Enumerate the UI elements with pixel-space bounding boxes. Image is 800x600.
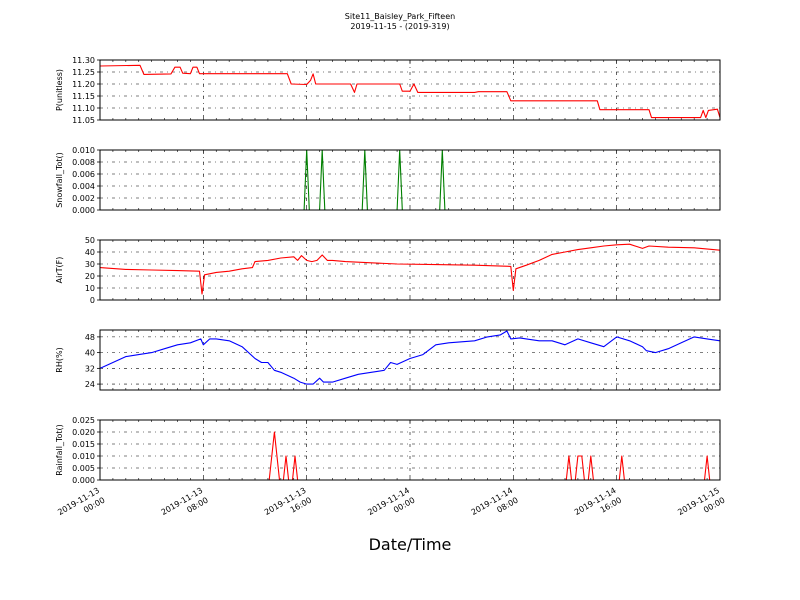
y-tick-label: 0.000 — [72, 206, 95, 215]
series-line-airt — [99, 243, 721, 295]
series-line-pressure — [99, 64, 721, 119]
panel-pressure: 11.30 11.25 11.20 11.15 11.10 11.05 P(unitless… — [55, 56, 721, 125]
y-tick-label: 20 — [85, 272, 95, 281]
y-tick-label: 0.006 — [72, 170, 95, 179]
y-tick-label: 0.010 — [72, 452, 95, 461]
y-tick-label: 0 — [90, 296, 95, 305]
panel-frame — [99, 419, 721, 481]
y-tick-label: 0.005 — [72, 464, 95, 473]
y-tick-label: 10 — [85, 284, 95, 293]
y-tick-label: 40 — [85, 349, 95, 358]
panel-frame — [99, 59, 721, 121]
x-tick-label: 2019-11-1500:00 — [676, 486, 726, 527]
x-tick-label: 2019-11-1308:00 — [160, 486, 210, 527]
y-tick-label: 11.25 — [72, 68, 95, 77]
y-tick-label: 11.05 — [72, 116, 95, 125]
panel-frame — [99, 239, 721, 301]
y-tick-label: 40 — [85, 248, 95, 257]
y-axis-label: Snowfall_Tot() — [55, 152, 64, 208]
chart-title: Site11_Baisley_Park_Fifteen — [345, 12, 455, 21]
x-tick-label: 2019-11-1400:00 — [366, 486, 416, 527]
x-tick-label: 2019-11-1416:00 — [573, 486, 623, 527]
y-tick-label: 11.15 — [72, 92, 95, 101]
y-tick-label: 0.025 — [72, 416, 95, 425]
y-tick-label: 30 — [85, 260, 95, 269]
panel-snowfall: 0.010 0.008 0.006 0.004 0.002 0.000 Snowfall_T… — [55, 146, 721, 215]
x-tick-label: 2019-11-1316:00 — [263, 486, 313, 527]
y-tick-label: 48 — [85, 333, 95, 342]
panel-rainfall: 0.025 0.020 0.015 0.010 0.005 0.000 Rainfall_T… — [55, 416, 721, 485]
y-tick-label: 0.004 — [72, 182, 95, 191]
y-tick-label: 11.30 — [72, 56, 95, 65]
y-tick-label: 11.10 — [72, 104, 95, 113]
y-axis-label: Rainfall_Tot() — [55, 424, 64, 476]
y-tick-label: 50 — [85, 236, 95, 245]
y-tick-label: 0.000 — [72, 476, 95, 485]
y-axis-label: AirT(F) — [55, 257, 64, 284]
panel-frame — [99, 329, 721, 391]
y-tick-label: 0.008 — [72, 158, 95, 167]
panel-rh: 48 40 32 24 RH(%) — [55, 329, 721, 391]
y-tick-label: 0.020 — [72, 428, 95, 437]
y-tick-label: 24 — [85, 380, 95, 389]
panel-airt: 50 40 30 20 10 0 AirT(F) — [55, 236, 721, 305]
y-tick-label: 0.010 — [72, 146, 95, 155]
x-tick-label: 2019-11-1408:00 — [470, 486, 520, 527]
series-line-rh — [99, 330, 721, 385]
panel-frame — [99, 149, 721, 211]
panels: 11.30 11.25 11.20 11.15 11.10 11.05 P(unitless… — [55, 56, 721, 485]
y-axis-label: P(unitless) — [55, 69, 64, 111]
y-tick-label: 0.015 — [72, 440, 95, 449]
y-tick-label: 32 — [85, 364, 95, 373]
y-tick-label: 0.002 — [72, 194, 95, 203]
y-tick-label: 11.20 — [72, 80, 95, 89]
x-tick-label: 2019-11-1300:00 — [56, 486, 106, 527]
x-axis-label: Date/Time — [369, 535, 452, 554]
chart-subtitle: 2019-11-15 - (2019-319) — [350, 22, 449, 31]
x-axis-labels: 2019-11-1300:00 2019-11-1308:00 2019-11-13… — [56, 486, 726, 527]
y-axis-label: RH(%) — [55, 347, 64, 372]
